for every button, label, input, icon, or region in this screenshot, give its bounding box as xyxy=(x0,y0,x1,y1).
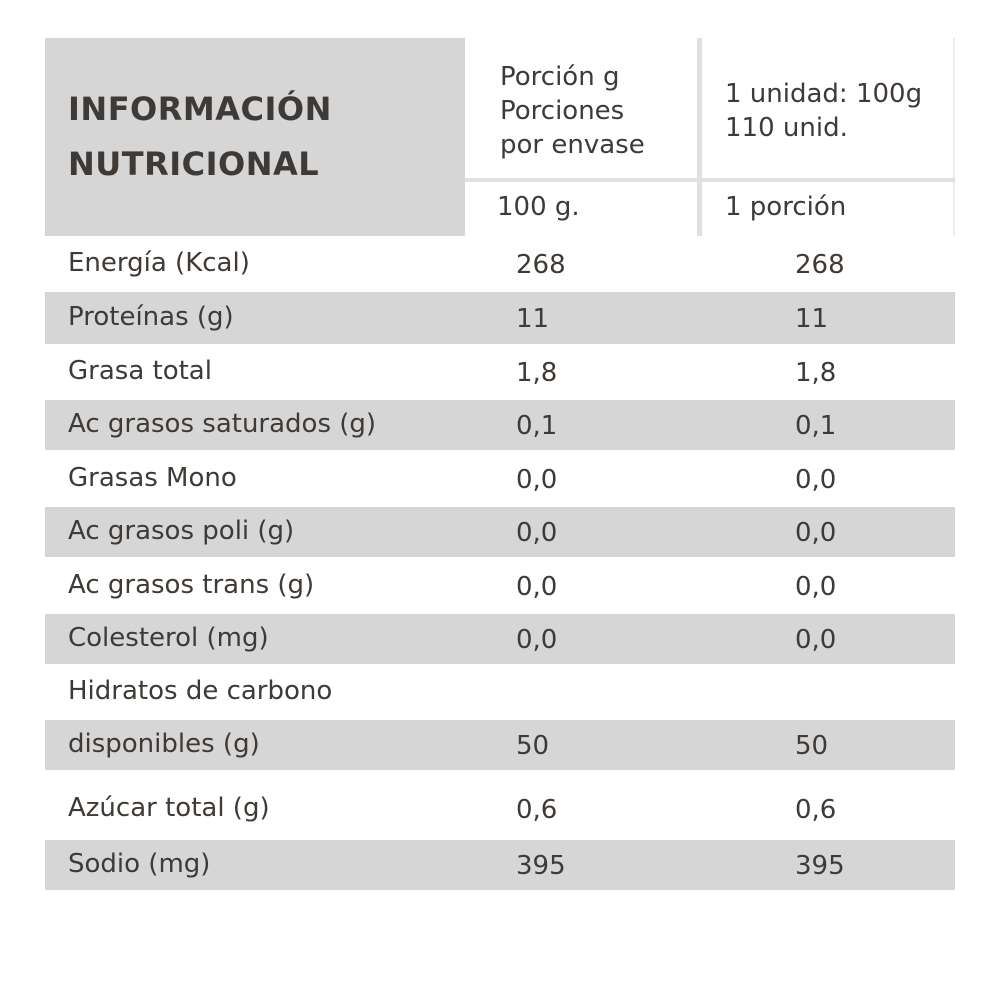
row-value: 0,0 xyxy=(516,464,558,495)
row-background xyxy=(45,840,955,890)
row-value: 395 xyxy=(795,851,845,881)
column-header: 110 unid. xyxy=(725,113,848,143)
row-value: 0,0 xyxy=(795,571,837,602)
row-label: Azúcar total (g) xyxy=(68,793,270,823)
row-value: 0,0 xyxy=(795,518,837,548)
row-value: 0,0 xyxy=(516,625,558,655)
row-value: 0,0 xyxy=(795,625,837,655)
row-label: disponibles (g) xyxy=(68,729,260,759)
row-label: Hidratos de carbono xyxy=(68,676,333,706)
column-header: Porción g xyxy=(500,62,620,92)
column-header: Porciones xyxy=(500,96,625,126)
row-value: 0,1 xyxy=(516,411,558,441)
title-line: INFORMACIÓN xyxy=(68,90,332,128)
row-value: 0,0 xyxy=(516,518,558,548)
column-header: por envase xyxy=(500,130,645,160)
row-value: 11 xyxy=(795,304,829,334)
row-value: 0,6 xyxy=(795,795,837,825)
row-label: Grasa total xyxy=(68,356,212,386)
row-label: Ac grasos saturados (g) xyxy=(68,409,377,439)
row-background xyxy=(45,507,955,557)
row-label: Energía (Kcal) xyxy=(68,248,250,278)
divider xyxy=(465,178,955,182)
row-value: 1,8 xyxy=(795,358,837,388)
row-value: 268 xyxy=(795,250,845,280)
row-value: 50 xyxy=(516,731,550,761)
title-line: NUTRICIONAL xyxy=(68,145,320,183)
row-value: 0,1 xyxy=(795,411,837,441)
row-background xyxy=(45,400,955,450)
row-value: 395 xyxy=(516,851,566,881)
row-label: Colesterol (mg) xyxy=(68,623,269,653)
header-cells xyxy=(465,38,955,236)
column-subheader: 1 porción xyxy=(725,192,847,222)
row-background xyxy=(45,720,955,770)
column-subheader: 100 g. xyxy=(497,192,580,222)
row-label: Ac grasos trans (g) xyxy=(68,569,315,600)
row-label: Sodio (mg) xyxy=(68,849,211,879)
column-header: 1 unidad: 100g xyxy=(725,79,923,109)
divider xyxy=(697,38,702,236)
row-value: 0,0 xyxy=(516,571,558,602)
header-box xyxy=(45,38,465,236)
row-value: 50 xyxy=(795,731,829,761)
row-label: Grasas Mono xyxy=(68,462,237,493)
row-label: Ac grasos poli (g) xyxy=(68,516,295,546)
row-value: 11 xyxy=(516,304,550,334)
row-label: Proteínas (g) xyxy=(68,302,234,332)
row-value: 0,6 xyxy=(516,795,558,825)
row-background xyxy=(45,614,955,664)
row-value: 1,8 xyxy=(516,358,558,388)
row-value: 0,0 xyxy=(795,464,837,495)
row-value: 268 xyxy=(516,250,566,280)
row-background xyxy=(45,292,955,344)
